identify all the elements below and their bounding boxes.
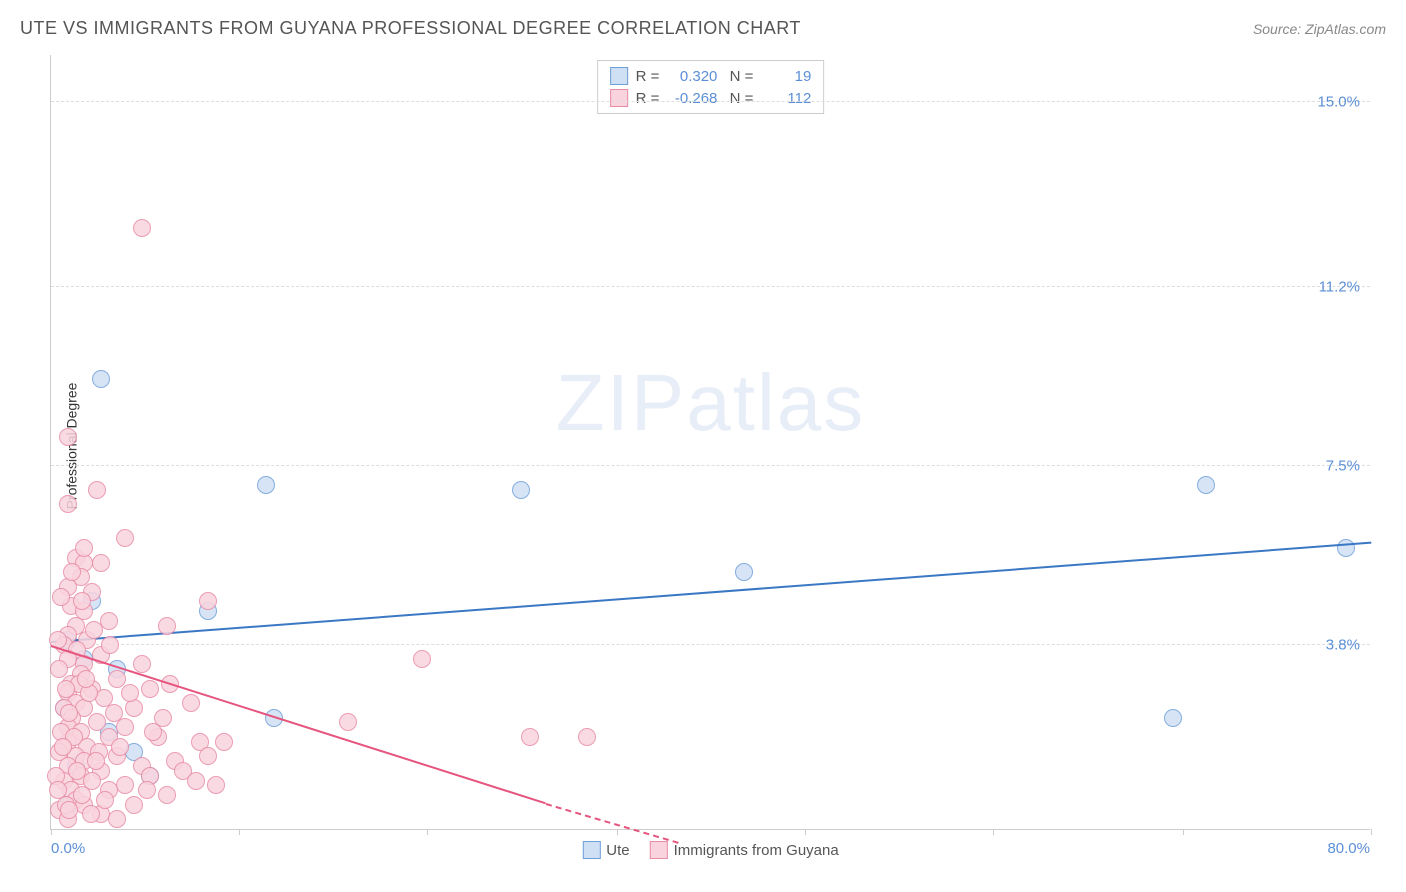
data-point bbox=[512, 481, 530, 499]
data-point bbox=[1197, 476, 1215, 494]
data-point bbox=[339, 713, 357, 731]
data-point bbox=[108, 670, 126, 688]
n-value-guyana: 112 bbox=[761, 90, 811, 107]
legend-item-guyana: Immigrants from Guyana bbox=[650, 841, 839, 859]
data-point bbox=[111, 738, 129, 756]
data-point bbox=[105, 704, 123, 722]
data-point bbox=[199, 592, 217, 610]
data-point bbox=[187, 772, 205, 790]
x-tick bbox=[427, 829, 428, 835]
data-point bbox=[68, 762, 86, 780]
trend-line bbox=[51, 541, 1371, 642]
swatch-guyana bbox=[610, 89, 628, 107]
n-label: N = bbox=[725, 68, 753, 85]
y-tick-label: 3.8% bbox=[1326, 636, 1360, 653]
data-point bbox=[77, 670, 95, 688]
data-point bbox=[207, 776, 225, 794]
data-point bbox=[87, 752, 105, 770]
data-point bbox=[116, 529, 134, 547]
data-point bbox=[1164, 709, 1182, 727]
gridline bbox=[51, 286, 1370, 287]
data-point bbox=[133, 655, 151, 673]
chart-title: UTE VS IMMIGRANTS FROM GUYANA PROFESSION… bbox=[20, 18, 801, 39]
data-point bbox=[60, 704, 78, 722]
data-point bbox=[57, 680, 75, 698]
data-point bbox=[88, 481, 106, 499]
data-point bbox=[116, 776, 134, 794]
stats-row-ute: R = 0.320 N = 19 bbox=[610, 65, 812, 87]
data-point bbox=[199, 747, 217, 765]
data-point bbox=[1337, 539, 1355, 557]
x-tick bbox=[239, 829, 240, 835]
legend-label-guyana: Immigrants from Guyana bbox=[674, 842, 839, 859]
n-label: N = bbox=[725, 90, 753, 107]
data-point bbox=[413, 650, 431, 668]
data-point bbox=[73, 592, 91, 610]
source-label: Source: ZipAtlas.com bbox=[1253, 21, 1386, 37]
data-point bbox=[125, 796, 143, 814]
data-point bbox=[73, 786, 91, 804]
r-label: R = bbox=[636, 68, 660, 85]
y-tick-label: 15.0% bbox=[1317, 94, 1360, 111]
y-tick-label: 7.5% bbox=[1326, 457, 1360, 474]
watermark: ZIPatlas bbox=[556, 357, 865, 449]
data-point bbox=[215, 733, 233, 751]
data-point bbox=[49, 781, 67, 799]
r-value-guyana: -0.268 bbox=[667, 90, 717, 107]
data-point bbox=[108, 810, 126, 828]
title-bar: UTE VS IMMIGRANTS FROM GUYANA PROFESSION… bbox=[20, 18, 1386, 39]
x-tick bbox=[51, 829, 52, 835]
x-tick bbox=[805, 829, 806, 835]
data-point bbox=[138, 781, 156, 799]
data-point bbox=[59, 495, 77, 513]
data-point bbox=[85, 621, 103, 639]
data-point bbox=[75, 539, 93, 557]
data-point bbox=[52, 588, 70, 606]
stats-row-guyana: R = -0.268 N = 112 bbox=[610, 87, 812, 109]
data-point bbox=[133, 219, 151, 237]
legend-label-ute: Ute bbox=[606, 842, 629, 859]
legend-swatch-ute bbox=[582, 841, 600, 859]
data-point bbox=[158, 786, 176, 804]
swatch-ute bbox=[610, 67, 628, 85]
gridline bbox=[51, 465, 1370, 466]
data-point bbox=[257, 476, 275, 494]
data-point bbox=[60, 801, 78, 819]
r-value-ute: 0.320 bbox=[667, 68, 717, 85]
x-tick bbox=[1371, 829, 1372, 835]
data-point bbox=[182, 694, 200, 712]
data-point bbox=[578, 728, 596, 746]
data-point bbox=[92, 554, 110, 572]
plot-area: ZIPatlas R = 0.320 N = 19 R = -0.268 N =… bbox=[50, 55, 1370, 830]
gridline bbox=[51, 644, 1370, 645]
trend-line-dashed bbox=[546, 803, 679, 844]
y-tick-label: 11.2% bbox=[1319, 278, 1360, 295]
data-point bbox=[63, 563, 81, 581]
data-point bbox=[521, 728, 539, 746]
n-value-ute: 19 bbox=[761, 68, 811, 85]
data-point bbox=[121, 684, 139, 702]
stats-box: R = 0.320 N = 19 R = -0.268 N = 112 bbox=[597, 60, 825, 114]
data-point bbox=[158, 617, 176, 635]
x-tick bbox=[1183, 829, 1184, 835]
legend-swatch-guyana bbox=[650, 841, 668, 859]
x-axis-max: 80.0% bbox=[1327, 840, 1370, 857]
r-label: R = bbox=[636, 90, 660, 107]
data-point bbox=[116, 718, 134, 736]
data-point bbox=[96, 791, 114, 809]
data-point bbox=[54, 738, 72, 756]
legend: Ute Immigrants from Guyana bbox=[582, 841, 838, 859]
x-axis-min: 0.0% bbox=[51, 840, 85, 857]
x-tick bbox=[993, 829, 994, 835]
gridline bbox=[51, 101, 1370, 102]
legend-item-ute: Ute bbox=[582, 841, 629, 859]
data-point bbox=[82, 805, 100, 823]
data-point bbox=[101, 636, 119, 654]
data-point bbox=[141, 680, 159, 698]
data-point bbox=[144, 723, 162, 741]
data-point bbox=[92, 370, 110, 388]
data-point bbox=[735, 563, 753, 581]
data-point bbox=[59, 428, 77, 446]
x-tick bbox=[617, 829, 618, 835]
